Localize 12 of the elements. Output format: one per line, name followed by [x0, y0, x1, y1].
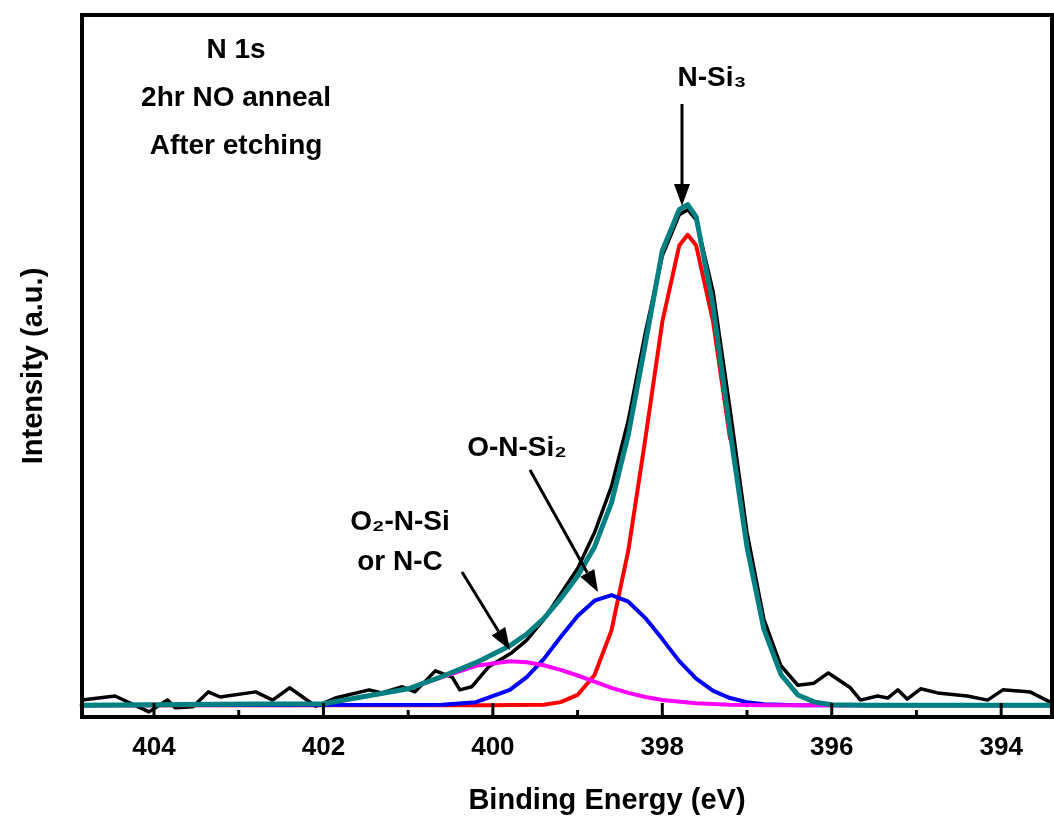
x-tick-label: 402: [301, 731, 346, 761]
annotation: O₂-N-Si or N-C: [350, 505, 450, 576]
x-tick-label: 404: [132, 731, 177, 761]
text: N 1s 2hr NO anneal After etching: [141, 33, 331, 160]
x-tick-label: 396: [810, 731, 854, 761]
y-axis-title: Intensity (a.u.): [16, 267, 48, 465]
text: N-Si₃: [677, 61, 747, 92]
x-tick-label: 400: [471, 731, 515, 761]
x-tick-label: 394: [979, 731, 1024, 761]
x-tick-label: 398: [640, 731, 684, 761]
x-axis-title: Binding Energy (eV): [468, 783, 746, 815]
annotation: O-N-Si₂: [467, 431, 567, 462]
